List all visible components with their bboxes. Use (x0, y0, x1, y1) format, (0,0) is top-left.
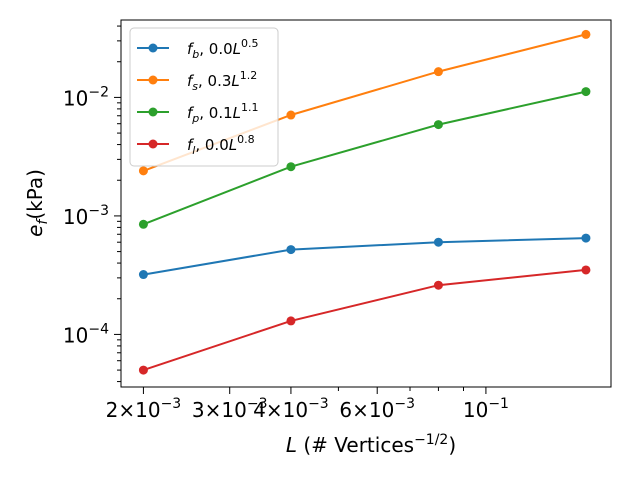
x-axis-label: L (# Vertices−1/2) (286, 432, 456, 457)
x-tick-label: 6×10−3 (339, 396, 415, 422)
series-line-p (143, 90, 587, 226)
legend-box (129, 27, 279, 167)
plot-frame (120, 19, 612, 388)
data-point-l-0 (138, 365, 148, 375)
plot-area (138, 29, 591, 375)
data-point-b-0 (138, 270, 148, 280)
legend-marker (148, 43, 158, 53)
data-point-s-2 (433, 67, 443, 77)
data-point-b-2 (433, 237, 443, 247)
x-tick-label: 10−1 (463, 396, 509, 422)
y-axis: 10−4 10−3 10−2 (63, 25, 121, 383)
data-point-p-2 (433, 120, 443, 130)
data-point-p-0 (138, 219, 148, 229)
x-tick-label: 3×10−3 (192, 396, 268, 422)
legend-label: fs, 0.3L1.2 (187, 69, 257, 93)
y-axis-label: ef(kPa) (23, 169, 51, 237)
legend-item-l: fl, 0.0L0.8 (137, 133, 255, 157)
legend-item-s: fs, 0.3L1.2 (137, 69, 257, 93)
series-line-b (143, 237, 586, 276)
legend-item-p: fp, 0.1L1.1 (137, 101, 259, 125)
data-point-l-1 (286, 316, 296, 326)
y-tick-label: 10−4 (63, 321, 109, 347)
data-point-b-1 (286, 245, 296, 255)
legend-marker (148, 107, 158, 117)
legend-label: fl, 0.0L0.8 (187, 133, 255, 157)
x-axis: 2×10−3 3×10−34×10−3 6×10−3 10−1 (106, 387, 509, 422)
y-tick-label: 10−3 (63, 203, 109, 229)
data-point-s-3 (581, 29, 591, 39)
series-l (138, 265, 591, 375)
y-tick-label: 10−2 (63, 84, 109, 110)
series-p (138, 87, 591, 229)
series-b (138, 233, 591, 280)
legend-label: fb, 0.0L0.5 (187, 37, 259, 61)
x-tick-label: 2×10−3 (106, 396, 182, 422)
series-line-l (143, 268, 587, 372)
legend-label: fp, 0.1L1.1 (187, 101, 259, 125)
data-point-l-3 (581, 265, 591, 275)
x-tick-label: 4×10−3 (253, 396, 329, 422)
legend-item-b: fb, 0.0L0.5 (137, 37, 259, 61)
data-point-b-3 (581, 233, 591, 243)
data-point-s-0 (138, 166, 148, 176)
legend-marker (148, 75, 158, 85)
data-point-s-1 (286, 110, 296, 120)
legend: fb, 0.0L0.5 fs, 0.3L1.2 fp, 0.1L1.1 fl, 0.0… (129, 27, 279, 167)
legend-marker (148, 139, 158, 149)
data-point-p-3 (581, 87, 591, 97)
data-point-l-2 (433, 280, 443, 290)
data-point-p-1 (286, 162, 296, 172)
